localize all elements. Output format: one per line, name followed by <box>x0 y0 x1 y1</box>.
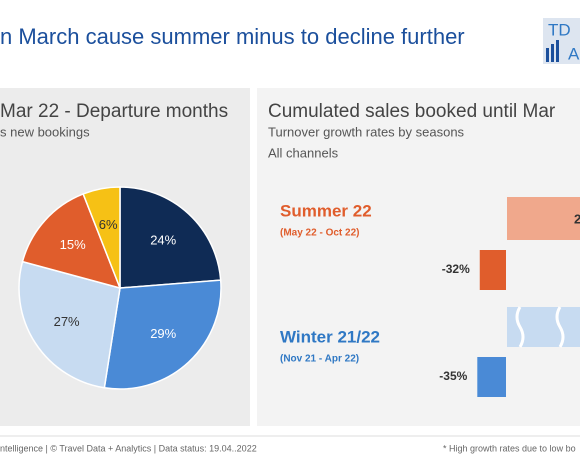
bar <box>479 250 506 290</box>
data-label: 6% <box>99 217 118 232</box>
data-label: -32% <box>442 262 470 276</box>
logo-icon <box>556 40 559 62</box>
logo-text: TD <box>548 20 571 39</box>
panel-subtitle: s new bookings <box>0 124 90 139</box>
data-label: 15% <box>60 237 86 252</box>
pie-slice <box>119 186 222 289</box>
panel-note: All channels <box>268 145 339 160</box>
slide-title: n March cause summer minus to decline fu… <box>0 24 465 49</box>
cut-label: 2 <box>574 211 580 226</box>
category-period: (May 22 - Oct 22) <box>280 228 359 239</box>
category-label: Summer 22 <box>280 201 372 220</box>
pie-slice <box>18 260 121 389</box>
footer-note: * High growth rates due to low bo <box>443 443 576 453</box>
panel-subtitle: Turnover growth rates by seasons <box>268 124 465 139</box>
logo-icon <box>551 44 554 62</box>
data-label: 29% <box>150 326 176 341</box>
logo-icon <box>546 48 549 62</box>
pie-slice <box>82 186 121 289</box>
panel-title: Mar 22 - Departure months <box>0 101 228 122</box>
data-label: 24% <box>150 233 176 248</box>
right-panel <box>257 88 580 426</box>
data-label: 27% <box>54 314 80 329</box>
panel-title: Cumulated sales booked until Mar <box>268 101 556 122</box>
category-period: (Nov 21 - Apr 22) <box>280 354 359 365</box>
footer-source: ntelligence | © Travel Data + Analytics … <box>0 443 257 453</box>
cut-bar <box>507 197 580 240</box>
pie-slice <box>21 192 122 290</box>
category-label: Winter 21/22 <box>280 327 380 346</box>
logo-text: A <box>568 44 580 63</box>
logo-box <box>543 18 580 64</box>
bar <box>477 357 506 397</box>
pie-slice <box>103 279 222 390</box>
break-mark <box>515 306 565 348</box>
data-label: -35% <box>439 369 467 383</box>
